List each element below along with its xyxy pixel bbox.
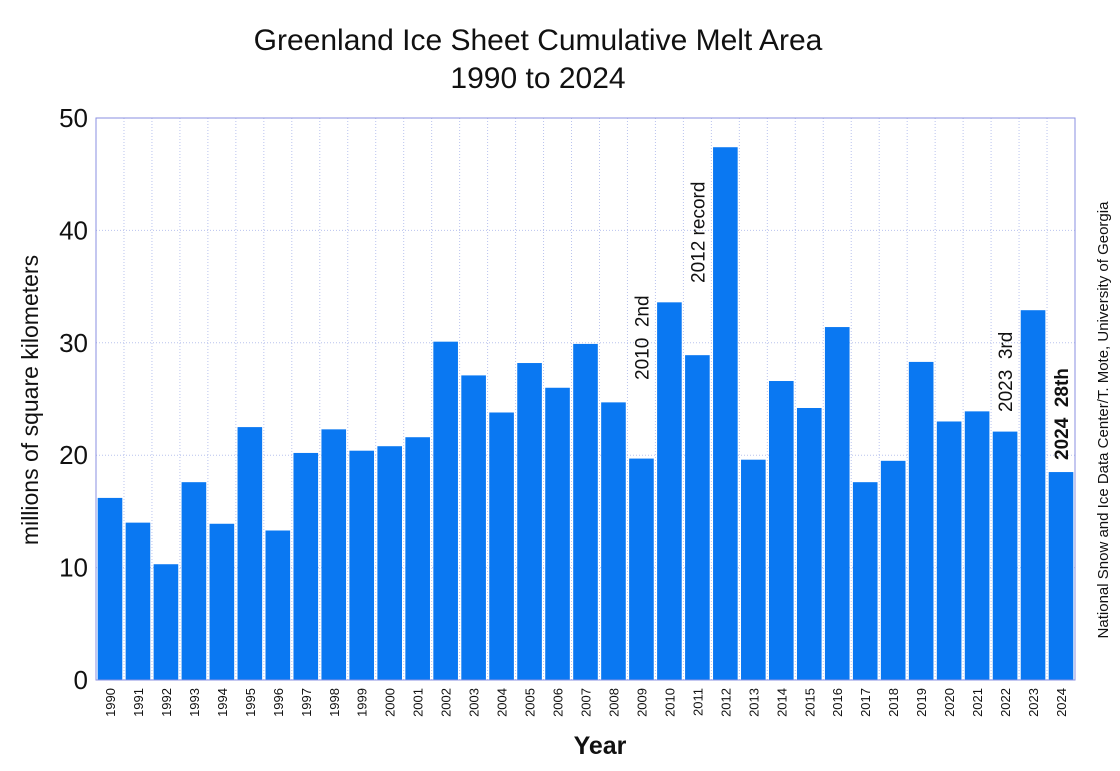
bar [125,522,151,680]
bar [685,355,710,680]
bar [713,147,738,680]
x-tick-label: 1996 [271,688,286,717]
y-tick-label: 10 [59,553,88,583]
x-tick-label: 2004 [495,688,510,717]
x-tick-label: 1991 [131,688,146,717]
bar [349,450,375,680]
plot-border [95,117,1076,681]
annotation: 2010 2nd [632,295,653,380]
x-tick-label: 2021 [970,688,985,717]
y-tick-label: 0 [74,665,88,695]
bar [545,387,570,680]
x-tick-label: 2010 [662,688,677,717]
bar [153,564,179,680]
x-tick-label: 1992 [159,688,174,717]
x-tick-label: 2000 [383,688,398,717]
annotation: 2023 3rd [996,332,1017,412]
bar [517,363,542,680]
bar [992,431,1018,680]
bar [796,407,822,680]
x-axis-label: Year [574,732,627,760]
bar [237,427,263,680]
x-tick-label: 2020 [942,688,957,717]
bar [573,343,598,680]
bar [489,412,514,680]
bar [601,402,626,680]
bar [824,327,850,680]
bar [964,411,990,680]
y-tick-label: 40 [59,215,88,245]
bar [741,459,766,680]
bar [1020,310,1046,680]
x-tick-label: 2002 [439,688,454,717]
x-tick-label: 1999 [355,688,370,717]
x-tick-label: 2017 [858,688,873,717]
y-tick-label: 50 [59,103,88,133]
annotation: 2012 record [688,182,709,283]
x-tick-label: 2019 [914,688,929,717]
x-tick-label: 1994 [215,688,230,717]
x-tick-label: 1998 [327,688,342,717]
annotation: 2024 28th [1052,368,1073,460]
x-tick-label: 2007 [579,688,594,717]
x-tick-label: 2006 [551,688,566,717]
bar [293,452,319,680]
x-tick-label: 2023 [1026,688,1041,717]
bar [433,341,458,680]
bar [880,460,906,680]
bar [657,302,682,680]
credit: National Snow and Ice Data Center/T. Mot… [1095,201,1112,639]
bar [321,429,347,680]
bar [768,381,794,680]
x-tick-label: 2012 [718,688,733,717]
chart-subtitle: 1990 to 2024 [450,62,625,95]
x-tick-label: 1995 [243,688,258,717]
x-tick-label: 2016 [830,688,845,717]
bar [936,421,962,680]
x-tick-label: 2014 [774,688,789,717]
x-tick-label: 2013 [746,688,761,717]
x-tick-label: 1997 [299,688,314,717]
chart-title: Greenland Ice Sheet Cumulative Melt Area [254,24,823,57]
x-tick-label: 2005 [523,688,538,717]
y-axis-label: millions of square kilometers [17,255,43,545]
bar [209,523,235,680]
bar [181,482,207,680]
x-tick-label: 1993 [187,688,202,717]
x-tick-label: 2003 [467,688,482,717]
x-tick-label: 2024 [1054,688,1069,717]
bar [377,446,403,680]
x-tick-label: 2011 [690,688,705,716]
bar [852,482,878,680]
bar [405,437,430,680]
x-tick-label: 2015 [802,688,817,717]
bar [461,375,486,680]
y-tick-label: 30 [59,328,88,358]
x-tick-label: 1990 [103,688,118,717]
bar [629,458,654,680]
bar [1048,472,1074,680]
bar [908,361,934,680]
x-tick-label: 2018 [886,688,901,717]
x-tick-label: 2001 [411,688,426,717]
bar [265,530,291,680]
x-tick-label: 2009 [634,688,649,717]
x-tick-label: 2022 [998,688,1013,717]
y-tick-label: 20 [59,440,88,470]
bar [97,497,123,680]
x-tick-label: 2008 [606,688,621,717]
